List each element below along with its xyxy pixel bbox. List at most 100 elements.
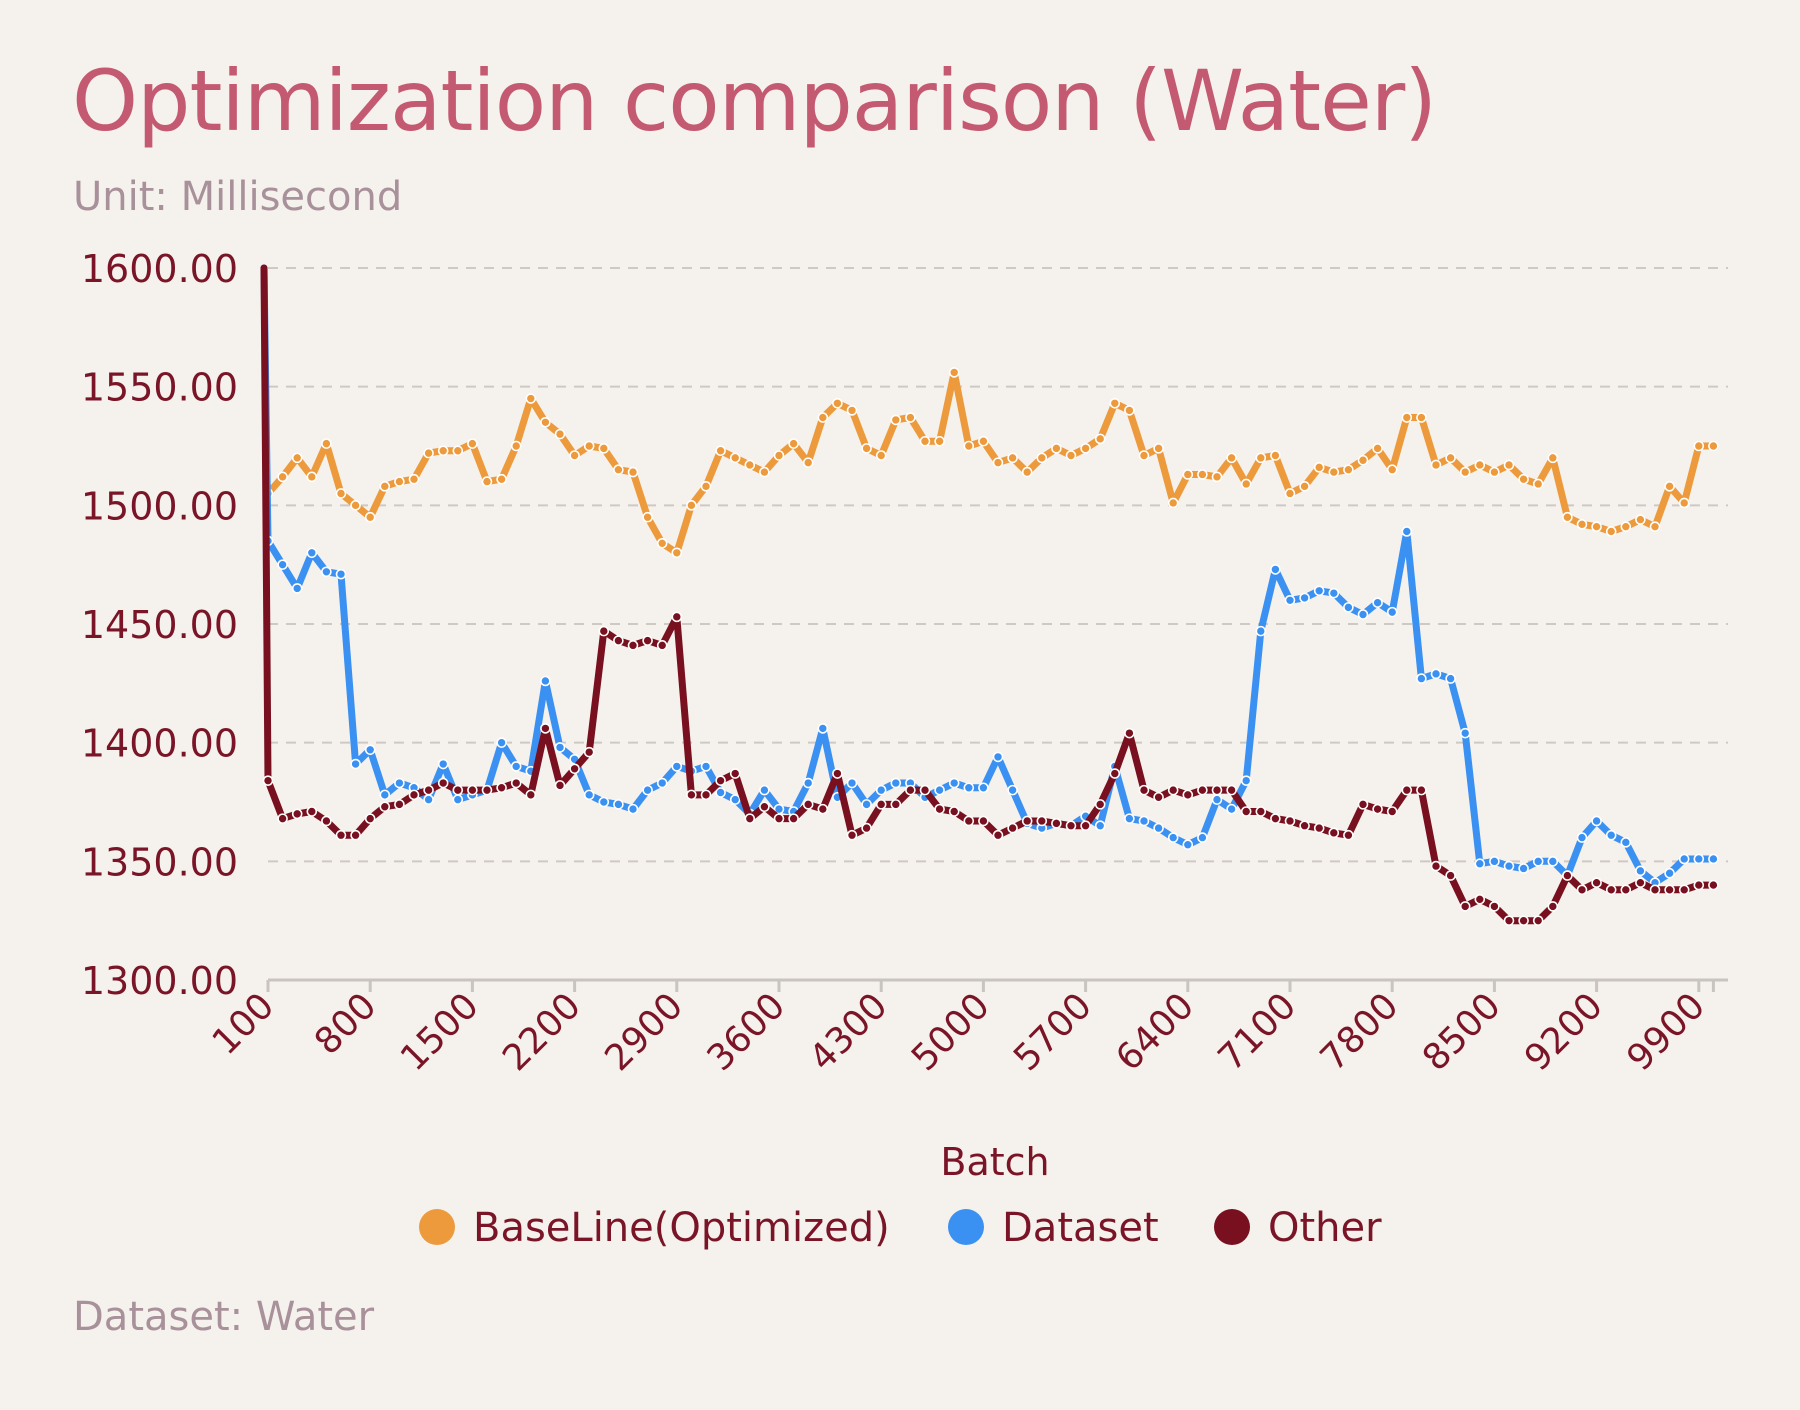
data-point xyxy=(1138,450,1150,461)
y-tick-label: 1500.00 xyxy=(81,484,238,528)
data-point xyxy=(1708,879,1719,891)
data-point xyxy=(1591,877,1602,888)
data-point xyxy=(1372,597,1383,608)
data-point xyxy=(1284,488,1296,499)
data-point xyxy=(1576,884,1588,896)
legend-item[interactable]: Dataset xyxy=(948,1205,1159,1251)
data-point xyxy=(802,777,814,789)
data-point xyxy=(394,777,405,789)
data-point xyxy=(262,775,274,786)
data-point xyxy=(364,813,376,824)
x-tick-label: 9900 xyxy=(1619,985,1713,1079)
data-point xyxy=(277,471,288,483)
data-point xyxy=(686,500,697,511)
legend-item[interactable]: Other xyxy=(1214,1205,1382,1251)
data-point xyxy=(875,799,887,810)
data-point xyxy=(1240,806,1252,817)
data-point xyxy=(452,794,464,805)
x-tick-label: 7800 xyxy=(1313,985,1407,1079)
data-point xyxy=(948,367,960,378)
data-point xyxy=(919,784,931,796)
data-point xyxy=(656,640,668,651)
legend: BaseLine(Optimized) Dataset Other xyxy=(419,1205,1382,1251)
data-point xyxy=(1094,433,1106,445)
data-point xyxy=(1313,462,1325,473)
data-point xyxy=(291,583,303,594)
data-point xyxy=(700,481,712,492)
series-line xyxy=(260,264,1717,925)
data-point xyxy=(788,438,799,449)
data-point xyxy=(1138,815,1150,827)
data-point xyxy=(1430,459,1442,471)
data-point xyxy=(613,635,624,646)
data-point xyxy=(1532,856,1544,867)
data-point xyxy=(963,815,975,827)
y-tick-label: 1600.00 xyxy=(81,247,238,291)
data-point xyxy=(1051,818,1062,829)
data-point xyxy=(1591,815,1602,827)
legend-item[interactable]: BaseLine(Optimized) xyxy=(419,1205,890,1251)
data-point xyxy=(335,829,347,841)
data-point xyxy=(715,775,726,786)
legend-label: Dataset xyxy=(1002,1205,1159,1251)
data-point xyxy=(1664,481,1675,492)
data-point xyxy=(1635,865,1646,877)
data-point xyxy=(875,784,887,796)
data-point xyxy=(1328,827,1340,839)
data-point xyxy=(1357,609,1369,620)
series-1 xyxy=(260,264,1719,888)
data-point xyxy=(1109,397,1121,409)
data-point xyxy=(948,777,960,789)
data-point xyxy=(671,611,683,623)
data-point xyxy=(978,815,989,827)
data-point xyxy=(715,787,726,798)
data-point xyxy=(379,801,391,813)
data-point xyxy=(671,547,683,559)
data-point xyxy=(1445,452,1456,464)
data-point xyxy=(700,789,712,801)
data-point xyxy=(744,459,756,471)
x-tick-label: 2200 xyxy=(495,985,589,1079)
data-point xyxy=(1620,884,1632,896)
y-tick-label: 1300.00 xyxy=(81,959,238,1003)
data-point xyxy=(1080,820,1091,832)
data-point xyxy=(1328,466,1340,478)
data-point xyxy=(861,799,872,810)
data-point xyxy=(277,559,288,570)
data-point xyxy=(656,538,668,549)
data-point xyxy=(1240,478,1252,490)
data-point xyxy=(379,789,391,801)
data-point xyxy=(817,412,829,423)
data-point xyxy=(452,445,464,457)
data-point xyxy=(1693,879,1705,891)
dataset-footnote: Dataset: Water xyxy=(73,1294,375,1340)
data-point xyxy=(1532,915,1544,926)
data-point xyxy=(759,784,770,796)
data-point xyxy=(1124,813,1135,824)
series-2 xyxy=(260,264,1719,926)
data-point xyxy=(525,393,537,404)
data-point xyxy=(583,789,595,801)
data-point xyxy=(627,640,639,651)
data-point xyxy=(277,813,288,824)
data-point xyxy=(1284,815,1296,827)
data-point xyxy=(1021,466,1033,478)
data-point xyxy=(364,744,376,756)
data-point xyxy=(321,815,332,827)
data-point xyxy=(481,784,493,796)
data-point xyxy=(1503,860,1515,872)
data-point xyxy=(1343,464,1354,476)
data-point xyxy=(978,435,989,447)
data-point xyxy=(613,799,624,810)
data-point xyxy=(642,784,653,796)
data-point xyxy=(861,822,872,834)
data-point xyxy=(1416,784,1427,796)
data-point xyxy=(1299,481,1310,492)
data-point xyxy=(1386,806,1398,817)
data-point xyxy=(1620,521,1632,532)
data-point xyxy=(642,511,653,523)
data-point xyxy=(1299,592,1310,604)
data-point xyxy=(394,476,405,487)
data-point xyxy=(1080,443,1091,454)
